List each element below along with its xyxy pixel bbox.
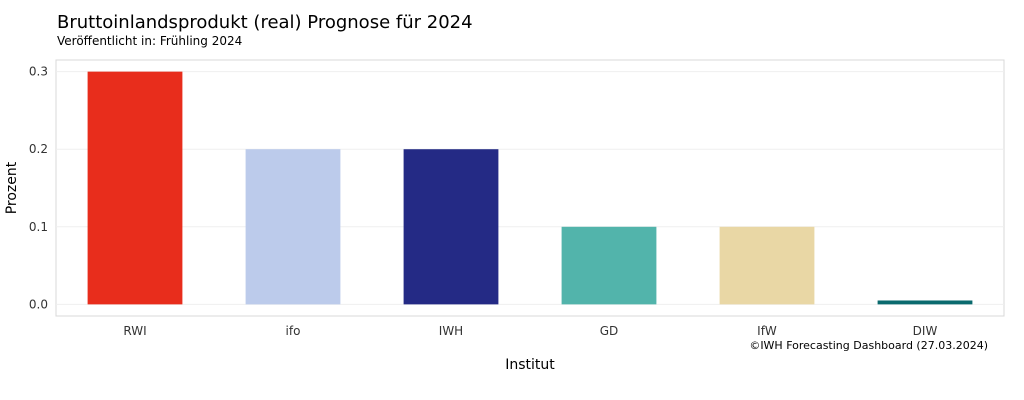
y-tick-labels: 0.0 0.1 0.2 0.3 (29, 65, 48, 312)
x-tick-labels: RWI ifo IWH GD IfW DIW (123, 324, 937, 338)
gridlines (56, 71, 1004, 305)
bar-iwh[interactable] (403, 149, 499, 305)
bars (87, 71, 973, 305)
bar-rwi[interactable] (87, 71, 183, 305)
x-tick-label: IfW (757, 324, 777, 338)
x-tick-label: DIW (913, 324, 938, 338)
bar-gd[interactable] (561, 226, 657, 305)
bar-ifo[interactable] (245, 149, 341, 305)
x-tick-label: ifo (286, 324, 301, 338)
y-tick-label: 0.0 (29, 297, 48, 311)
x-tick-label: RWI (123, 324, 146, 338)
bar-ifw[interactable] (719, 226, 815, 305)
x-tick-label: GD (600, 324, 619, 338)
plot-panel (55, 59, 1005, 317)
chart-subtitle: Veröffentlicht in: Frühling 2024 (57, 34, 243, 48)
x-axis-label: Institut (505, 357, 555, 373)
x-tick-label: IWH (439, 324, 463, 338)
y-tick-label: 0.3 (29, 65, 48, 79)
bar-diw[interactable] (877, 300, 973, 305)
y-tick-label: 0.2 (29, 142, 48, 156)
credit-note: ©IWH Forecasting Dashboard (27.03.2024) (749, 339, 988, 352)
chart-title: Bruttoinlandsprodukt (real) Prognose für… (57, 12, 473, 33)
y-tick-label: 0.1 (29, 220, 48, 234)
